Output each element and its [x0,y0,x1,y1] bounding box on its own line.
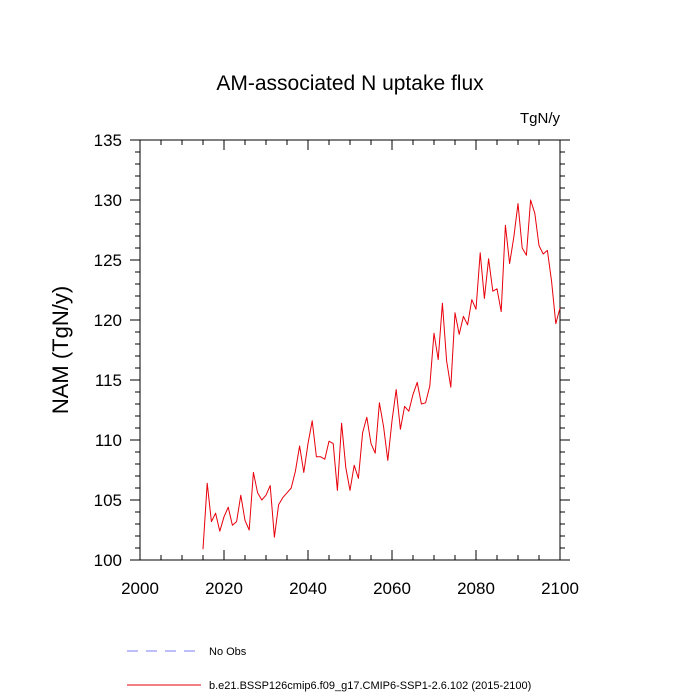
series-layer [202,199,561,550]
y-tick-label: 120 [94,311,122,330]
y-tick-label: 105 [94,491,122,510]
y-tick-label: 100 [94,551,122,570]
x-tick-label: 2040 [289,579,327,598]
legend-label-no-obs: No Obs [209,646,247,658]
x-tick-label: 2060 [373,579,411,598]
series-line-0 [202,199,561,550]
units-label: TgN/y [520,110,561,127]
plot-frame [139,139,561,561]
axis-ticks [130,139,570,561]
y-axis-label: NAM (TgN/y) [48,286,73,414]
x-tick-label: 2020 [205,579,243,598]
x-tick-labels: 2000 2020 2040 2060 2080 2100 [121,579,579,598]
y-tick-labels: 100 105 110 115 120 125 130 135 [94,131,122,570]
y-tick-label: 135 [94,131,122,150]
x-tick-label: 2100 [541,579,579,598]
y-tick-label: 110 [95,431,122,450]
chart-title: AM-associated N uptake flux [216,72,484,95]
x-tick-label: 2080 [457,579,495,598]
y-tick-label: 125 [94,251,122,270]
y-tick-label: 130 [94,191,122,210]
y-tick-label: 115 [95,371,122,390]
legend-label-model-run: b.e21.BSSP126cmip6.f09_g17.CMIP6-SSP1-2.… [209,680,531,692]
x-tick-label: 2000 [121,579,159,598]
legend: No Obs b.e21.BSSP126cmip6.f09_g17.CMIP6-… [127,646,531,692]
